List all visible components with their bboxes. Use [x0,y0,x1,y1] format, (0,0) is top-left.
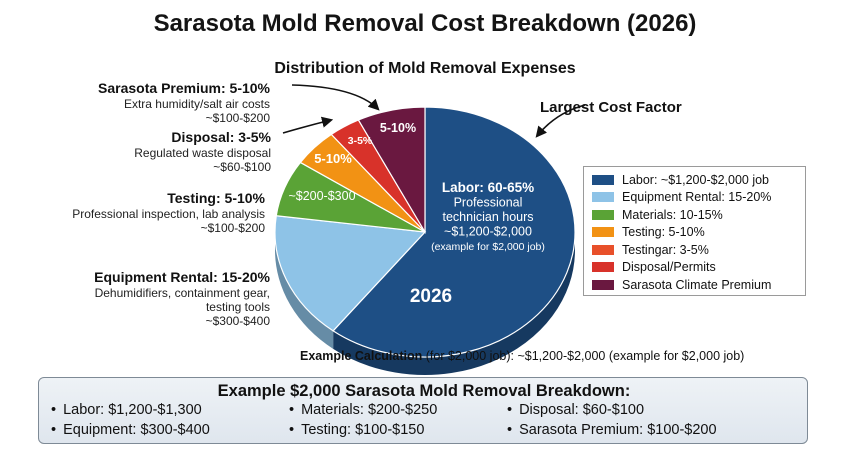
callout-testing-line: Professional inspection, lab analysis [72,207,265,221]
breakdown-item: Equipment: $300-$400 [51,422,210,438]
callout-disposal-head: Disposal: 3-5% [171,129,271,145]
pie-slice-equipment [274,215,427,332]
breakdown-item: Labor: $1,200-$1,300 [51,402,202,418]
slice-label-labor: technician hours [442,210,533,224]
callout-premium-line: ~$100-$200 [205,111,270,125]
legend-item: Materials: 10-15% [592,206,805,224]
callout-equipment-line: ~$300-$400 [205,314,270,328]
slice-label-labor: (example for $2,000 job) [431,241,545,253]
chart-title: Sarasota Mold Removal Cost Breakdown (20… [153,10,697,37]
legend-item: Equipment Rental: 15-20% [592,189,805,207]
legend-swatch [592,279,614,290]
legend-swatch [592,174,614,185]
pie-side-equipment [275,232,334,349]
callout-premium-line: Extra humidity/salt air costs [123,97,270,111]
legend-item: Disposal/Permits [592,259,805,277]
example-calculation-text: (for $2,000 job): ~$1,200-$2,000 (exampl… [422,349,745,363]
legend-label: Materials: 10-15% [622,207,723,222]
slice-label-orange: 5-10% [314,151,352,166]
callout-disposal-line: ~$60-$100 [213,160,271,174]
pie-slices [274,106,576,358]
callout-premium-head: Sarasota Premium: 5-10% [98,80,270,96]
legend-swatch [592,262,614,273]
callout-equipment-line: testing tools [205,300,270,314]
legend-label: Disposal/Permits [622,260,716,275]
legend-item: Labor: ~$1,200-$2,000 job [592,171,805,189]
legend-label: Testing: 5-10% [622,225,705,240]
breakdown-item: Materials: $200-$250 [289,402,437,418]
slice-label-labor: Labor: 60-65% [442,180,534,195]
pie-year-label: 2026 [410,286,452,307]
largest-arrow [535,104,586,138]
slice-label-testing: ~$200-$300 [288,189,355,203]
slice-label-disposal: 3-5% [348,135,373,147]
example-calculation-label: Example Calculation [300,349,423,363]
legend-swatch [592,244,614,255]
legend-label: Labor: ~$1,200-$2,000 job [622,172,769,187]
callout-testing-line: ~$100-$200 [200,221,265,235]
callout-testing: Testing: 5-10% Professional inspection, … [72,190,265,235]
legend-swatch [592,192,614,203]
breakdown-title: Example $2,000 Sarasota Mold Removal Bre… [217,382,631,400]
legend-item: Sarasota Climate Premium [592,276,805,294]
pie-depth [275,232,575,376]
breakdown-box: Example $2,000 Sarasota Mold Removal Bre… [38,377,808,444]
legend-item: Testing: 5-10% [592,224,805,242]
disposal-arrow [282,116,334,134]
pie-slice-labor [332,106,576,358]
pie-side-labor [333,232,575,376]
breakdown-item: Disposal: $60-$100 [507,402,644,418]
chart-subtitle: Distribution of Mold Removal Expenses [274,60,576,77]
pie-slice-premium [357,106,426,235]
breakdown-item: Sarasota Premium: $100-$200 [507,422,716,438]
slice-label-labor: ~$1,200-$2,000 [444,225,532,239]
slice-label-premium: 5-10% [380,121,416,135]
largest-cost-label: Largest Cost Factor [540,99,682,116]
callout-premium: Sarasota Premium: 5-10% Extra humidity/s… [98,80,270,125]
legend-swatch [592,209,614,220]
callout-equipment: Equipment Rental: 15-20% Dehumidifiers, … [94,269,270,328]
legend-label: Testingar: 3-5% [622,242,709,257]
callout-disposal: Disposal: 3-5% Regulated waste disposal … [134,129,271,174]
premium-arrow [291,84,380,111]
slice-label-labor: Professional [454,196,523,210]
legend-swatch [592,227,614,238]
callout-equipment-head: Equipment Rental: 15-20% [94,269,270,285]
callout-equipment-line: Dehumidifiers, containment gear, [94,286,270,300]
legend-item: Testingar: 3-5% [592,241,805,259]
chart-legend: Labor: ~$1,200-$2,000 job Equipment Rent… [583,166,806,296]
callout-disposal-line: Regulated waste disposal [134,146,271,160]
legend-label: Sarasota Climate Premium [622,277,772,292]
callout-testing-head: Testing: 5-10% [167,190,265,206]
legend-label: Equipment Rental: 15-20% [622,190,772,205]
breakdown-item: Testing: $100-$150 [289,422,424,438]
example-calculation: Example Calculation (for $2,000 job): ~$… [300,349,820,363]
